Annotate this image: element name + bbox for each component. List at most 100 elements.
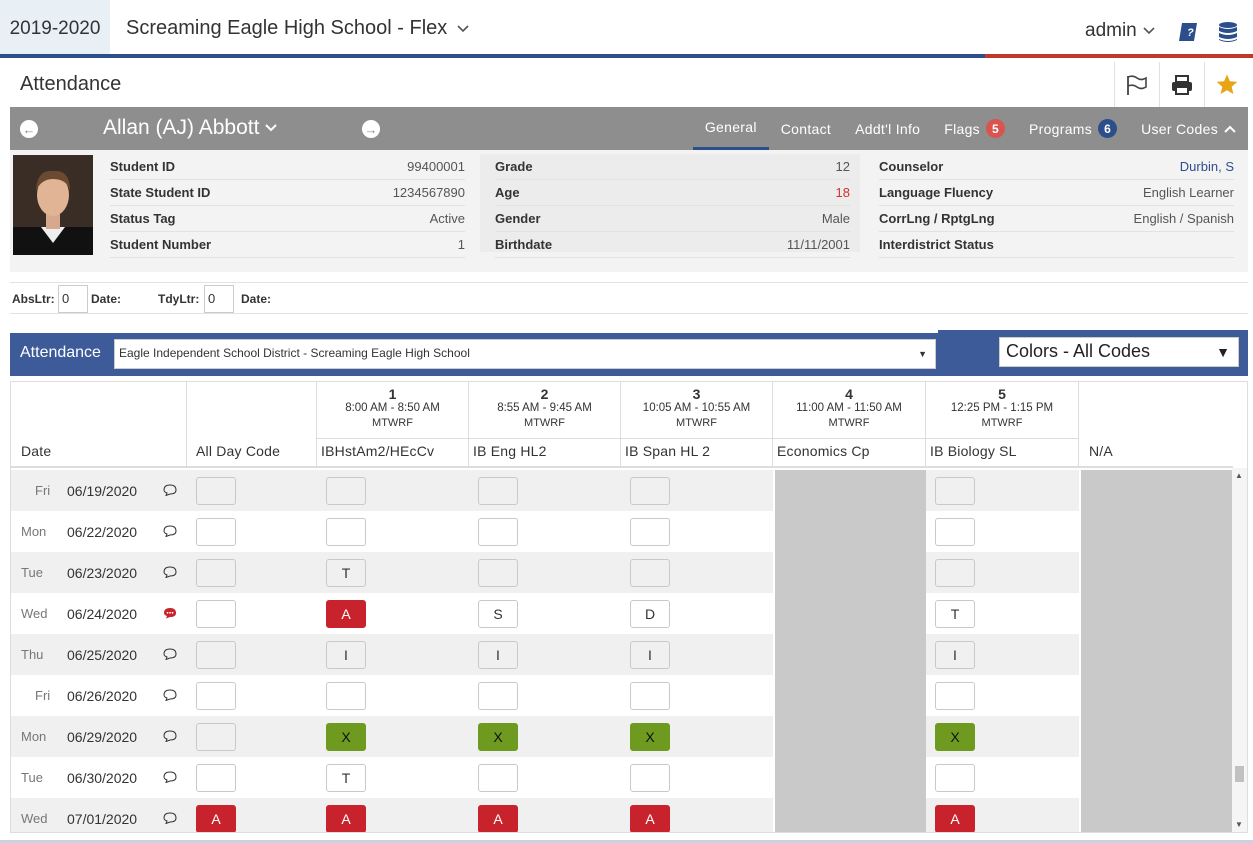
tab-addt-l-info[interactable]: Addt'l Info <box>843 107 932 150</box>
attendance-code-cell[interactable]: I <box>935 641 975 669</box>
header-stripe <box>0 54 985 58</box>
student-selector[interactable]: Allan (AJ) Abbott <box>103 116 278 140</box>
attendance-code-cell[interactable]: I <box>630 641 670 669</box>
school-year[interactable]: 2019-2020 <box>0 0 110 58</box>
comment-icon[interactable] <box>163 812 177 824</box>
comment-icon[interactable] <box>163 730 177 742</box>
attendance-code-cell[interactable]: T <box>326 764 366 792</box>
colors-select[interactable]: Colors - All Codes ▼ <box>999 337 1239 367</box>
info-value[interactable]: Durbin, S <box>1179 159 1234 174</box>
database-icon[interactable] <box>1216 20 1240 44</box>
caret-down-icon: ▼ <box>1216 344 1230 360</box>
school-select[interactable]: Eagle Independent School District - Scre… <box>114 339 936 369</box>
arrow-right-icon: → <box>364 121 378 137</box>
attendance-code-cell[interactable] <box>935 477 975 505</box>
attendance-code-cell[interactable] <box>630 518 670 546</box>
tab-contact[interactable]: Contact <box>769 107 843 150</box>
attendance-code-cell[interactable]: A <box>478 805 518 832</box>
period-cell: X <box>926 716 1079 757</box>
period-cell: D <box>621 593 773 634</box>
school-selector[interactable]: Screaming Eagle High School - Flex <box>126 17 469 40</box>
attendance-code-cell[interactable] <box>478 682 518 710</box>
grid-scrollbar[interactable]: ▲ ▼ <box>1232 468 1247 832</box>
info-row: Counselor Durbin, S <box>879 154 1234 180</box>
info-value: Male <box>821 211 850 226</box>
all-day-cell <box>187 757 317 798</box>
attendance-code-cell[interactable] <box>196 477 236 505</box>
period-cell <box>1079 552 1233 593</box>
scroll-down-icon[interactable]: ▼ <box>1235 820 1243 829</box>
help-book-icon[interactable]: ? <box>1176 20 1200 44</box>
next-student-button[interactable]: → <box>362 120 380 138</box>
attendance-code-cell[interactable]: A <box>326 600 366 628</box>
period-column-header: 3 10:05 AM - 10:55 AM MTWRF IB Span HL 2 <box>621 382 773 466</box>
attendance-code-cell[interactable] <box>478 764 518 792</box>
attendance-code-cell[interactable] <box>196 641 236 669</box>
chevron-down-icon <box>1143 27 1155 35</box>
attendance-code-cell[interactable]: X <box>630 723 670 751</box>
attendance-code-cell[interactable] <box>196 682 236 710</box>
scroll-thumb[interactable] <box>1235 766 1244 782</box>
tab-user-codes[interactable]: User Codes <box>1129 107 1248 150</box>
attendance-code-cell[interactable]: X <box>935 723 975 751</box>
comment-icon[interactable] <box>163 689 177 701</box>
attendance-code-cell[interactable]: X <box>326 723 366 751</box>
attendance-code-cell[interactable]: X <box>478 723 518 751</box>
count-badge: 5 <box>985 119 1005 138</box>
attendance-code-cell[interactable] <box>630 682 670 710</box>
print-button[interactable] <box>1159 62 1204 107</box>
info-value: English Learner <box>1142 185 1234 200</box>
attendance-code-cell[interactable] <box>196 559 236 587</box>
all-day-column-header: All Day Code <box>187 382 317 466</box>
attendance-code-cell[interactable] <box>935 682 975 710</box>
tab-general[interactable]: General <box>692 107 769 150</box>
attendance-code-cell[interactable] <box>935 518 975 546</box>
attendance-code-cell[interactable] <box>478 559 518 587</box>
attendance-code-cell[interactable]: A <box>630 805 670 832</box>
attendance-code-cell[interactable]: I <box>478 641 518 669</box>
attendance-code-cell[interactable] <box>196 600 236 628</box>
scroll-up-icon[interactable]: ▲ <box>1235 471 1243 480</box>
comment-icon[interactable] <box>163 525 177 537</box>
user-menu[interactable]: admin <box>1085 20 1155 42</box>
comment-icon[interactable] <box>163 771 177 783</box>
svg-text:?: ? <box>1187 27 1194 39</box>
previous-student-button[interactable]: ← <box>20 120 38 138</box>
favorite-button[interactable] <box>1204 62 1249 107</box>
tdy-letter-input[interactable]: 0 <box>204 285 234 313</box>
attendance-code-cell[interactable]: S <box>478 600 518 628</box>
attendance-code-cell[interactable] <box>935 559 975 587</box>
tab-programs[interactable]: Programs 6 <box>1017 107 1129 150</box>
period-number: 2 <box>540 386 549 402</box>
attendance-code-cell[interactable] <box>196 518 236 546</box>
attendance-code-cell[interactable] <box>326 518 366 546</box>
attendance-code-cell[interactable] <box>478 518 518 546</box>
attendance-code-cell[interactable]: D <box>630 600 670 628</box>
attendance-code-cell[interactable] <box>326 477 366 505</box>
comment-icon[interactable] <box>163 484 177 496</box>
tab-flags[interactable]: Flags 5 <box>932 107 1017 150</box>
attendance-code-cell[interactable] <box>326 682 366 710</box>
attendance-code-cell[interactable]: I <box>326 641 366 669</box>
attendance-code-cell[interactable] <box>478 477 518 505</box>
attendance-code-cell[interactable] <box>196 764 236 792</box>
attendance-code-cell[interactable]: T <box>935 600 975 628</box>
comment-icon[interactable] <box>163 607 177 619</box>
attendance-code-cell[interactable]: A <box>196 805 236 832</box>
period-cell <box>317 511 469 552</box>
attendance-code-cell[interactable] <box>630 559 670 587</box>
attendance-code-cell[interactable] <box>196 723 236 751</box>
attendance-code-cell[interactable]: T <box>326 559 366 587</box>
attendance-code-cell[interactable]: A <box>935 805 975 832</box>
period-column-header: N/A <box>1079 382 1233 466</box>
attendance-label: Attendance <box>20 344 101 361</box>
attendance-code-cell[interactable]: A <box>326 805 366 832</box>
abs-letter-input[interactable]: 0 <box>58 285 88 313</box>
attendance-code-cell[interactable] <box>630 764 670 792</box>
flag-button[interactable] <box>1114 62 1159 107</box>
comment-icon[interactable] <box>163 566 177 578</box>
comment-icon[interactable] <box>163 648 177 660</box>
date-cell: Fri 06/19/2020 <box>11 470 187 511</box>
attendance-code-cell[interactable] <box>630 477 670 505</box>
attendance-code-cell[interactable] <box>935 764 975 792</box>
